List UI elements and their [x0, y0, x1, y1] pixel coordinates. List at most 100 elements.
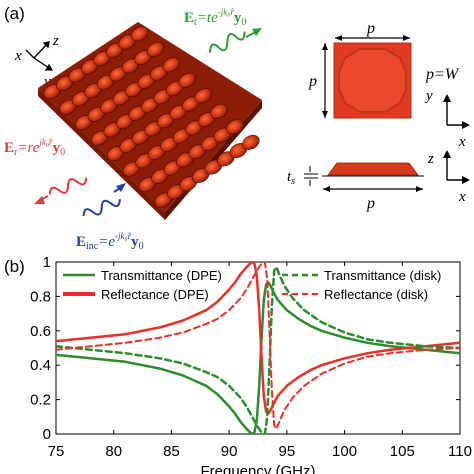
legend-item-reflectance-disk: Reflectance (disk) — [282, 287, 428, 302]
unit-cell-top-view — [322, 35, 412, 119]
disk-element — [178, 72, 197, 88]
disk-element — [226, 119, 244, 135]
svg-text:Et=te-jk₀r̂y0: Et=te-jk₀r̂y0 — [184, 7, 246, 28]
coord-y-label: y — [42, 74, 51, 90]
x-axis-label: Frequency (GHz) — [200, 463, 315, 474]
legend: Transmittance (DPE) Reflectance (DPE) Tr… — [63, 268, 441, 302]
field-r-exp: jk₀r̂ — [38, 137, 53, 147]
y-tick-label: 0 — [43, 426, 51, 443]
dim-p-top-label: p — [366, 20, 375, 37]
top-view-x-label: x — [458, 134, 466, 150]
field-inc-rhs: =e — [98, 234, 115, 250]
series-line-reflectance-disk — [56, 262, 460, 430]
y-tick-label: 0.2 — [30, 392, 51, 409]
top-view-y-label: y — [424, 88, 433, 104]
legend-label-reflectance-disk: Reflectance (disk) — [324, 287, 428, 302]
series-line-transmittance-dpe — [56, 281, 460, 434]
dim-eq-rhs: =W — [434, 66, 460, 83]
transmitted-wave-squiggle — [208, 31, 246, 53]
field-t-sub: t — [194, 17, 197, 28]
dim-p-v-top-arrowhead — [322, 43, 328, 50]
panel-b: (b) 75 80 85 90 95 100 105 110 0 0.2 0.4 0.6 0.8 1 Tr… — [4, 254, 472, 474]
dim-p-h-right-arrowhead — [403, 35, 410, 41]
dim-p-side-label: p — [308, 73, 317, 90]
top-view-axes — [443, 94, 470, 129]
coord-z-label: z — [52, 33, 59, 49]
disk-element — [146, 41, 165, 57]
legend-item-reflectance-dpe: Reflectance (DPE) — [63, 287, 209, 302]
field-t-head: E — [184, 10, 194, 26]
transmitted-field-formula: Et=te-jk₀r̂y0 — [184, 7, 246, 28]
x-tick-label: 105 — [390, 443, 415, 460]
plot-curves — [56, 262, 460, 434]
x-tick-label: 110 — [448, 443, 472, 460]
coordinate-axes-3d — [25, 41, 54, 71]
panel-b-label: (b) — [4, 257, 25, 276]
x-tick-label: 80 — [105, 443, 122, 460]
legend-item-transmittance-dpe: Transmittance (DPE) — [63, 268, 222, 283]
side-dim-p-left-arrowhead — [323, 186, 330, 192]
disk-element — [162, 57, 181, 73]
x-tick-label: 85 — [163, 443, 180, 460]
top-view-y-arrowhead — [443, 94, 451, 102]
field-inc-vec-sub: 0 — [139, 241, 144, 252]
field-inc-head: E — [76, 234, 86, 250]
x-tick-label: 90 — [221, 443, 238, 460]
incident-wave-squiggle — [82, 199, 121, 217]
x-axis-arrow — [25, 49, 35, 59]
svg-text:Er=rejk₀r̂y0: Er=rejk₀r̂y0 — [4, 137, 65, 158]
dim-ts-sub: s — [291, 176, 295, 187]
field-t-rhs: =te — [197, 10, 218, 26]
series-line-transmittance-disk — [56, 265, 460, 434]
disk-element — [242, 134, 260, 150]
field-r-vec: y — [53, 140, 61, 156]
field-r-head: E — [4, 140, 14, 156]
panel-a-label: (a) — [4, 4, 25, 23]
x-tick-label: 95 — [279, 443, 296, 460]
y-tick-label: 0.6 — [30, 323, 51, 340]
transmitted-wave — [208, 28, 262, 53]
legend-label-reflectance-dpe: Reflectance (DPE) — [101, 287, 209, 302]
reflected-field-formula: Er=rejk₀r̂y0 — [4, 137, 65, 158]
legend-label-transmittance-dpe: Transmittance (DPE) — [101, 268, 222, 283]
side-view-z-arrowhead — [443, 150, 451, 158]
disk-element — [130, 26, 149, 42]
incident-wave — [82, 183, 126, 217]
disk-element — [194, 88, 212, 104]
reflected-wave — [34, 177, 88, 204]
dim-ts: t — [287, 169, 292, 185]
incident-field-formula: Einc=e-jk₀r̂y0 — [76, 231, 144, 252]
coord-x-label: x — [14, 48, 22, 64]
field-inc-exp: -jk₀r̂ — [115, 231, 132, 241]
field-r-rhs: =re — [17, 140, 39, 156]
legend-item-transmittance-disk: Transmittance (disk) — [282, 268, 441, 283]
svg-text:Einc=e-jk₀r̂y0: Einc=e-jk₀r̂y0 — [76, 231, 144, 252]
side-view-x-arrowhead — [462, 176, 470, 184]
reflected-arrowhead — [34, 196, 45, 204]
side-view-axes — [443, 150, 470, 184]
disk-grid — [43, 26, 260, 208]
field-t-vec-sub: 0 — [241, 17, 246, 28]
x-tick-label: 75 — [48, 443, 65, 460]
unit-cell-side-view — [304, 162, 424, 192]
dodecagon-patch — [338, 48, 407, 113]
field-t-vec: y — [234, 10, 242, 26]
side-dim-p-label: p — [366, 195, 375, 212]
panel-a: (a) x z y Et=te-jk₀r̂y0 — [4, 4, 470, 252]
y-tick-label: 1 — [43, 254, 51, 271]
field-inc-vec: y — [131, 234, 139, 250]
dim-p-h-left-arrowhead — [335, 35, 342, 41]
slab-side-front — [38, 88, 165, 220]
y-tick-label: 0.4 — [30, 357, 51, 374]
field-t-exp: -jk₀r̂ — [218, 7, 235, 17]
side-view-z-label: z — [427, 151, 434, 167]
dim-p-v-bottom-arrowhead — [322, 111, 328, 118]
top-view-x-arrowhead — [462, 121, 470, 129]
y-axis-arrowhead — [44, 63, 54, 71]
disk-element — [210, 103, 228, 119]
axis-ticks: 75 80 85 90 95 100 105 110 0 0.2 0.4 0.6 0.8 1 — [30, 254, 472, 460]
reflected-wave-squiggle — [48, 177, 88, 195]
field-r-sub: r — [14, 147, 18, 158]
metasurface-array — [38, 22, 262, 220]
incident-arrowhead — [116, 183, 126, 192]
